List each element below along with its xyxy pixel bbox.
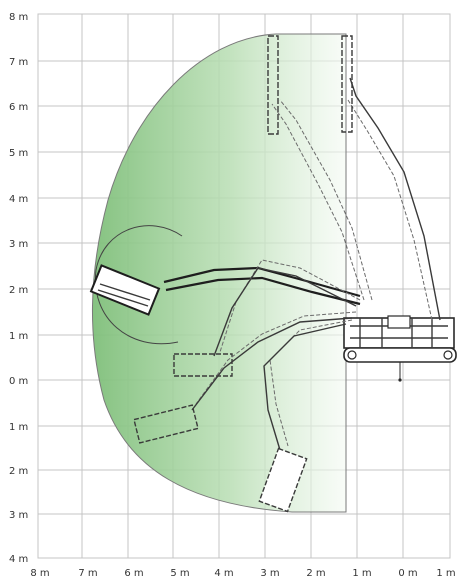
x-tick-label: 8 m bbox=[30, 568, 49, 579]
y-tick-label: 2 m bbox=[9, 466, 28, 477]
x-tick-label: 5 m bbox=[170, 568, 189, 579]
attachment-top-right bbox=[341, 35, 353, 133]
machine-track bbox=[343, 347, 457, 363]
y-tick-label: 4 m bbox=[9, 554, 28, 565]
y-tick-label: 7 m bbox=[9, 57, 28, 68]
y-tick-label: 4 m bbox=[9, 194, 28, 205]
x-tick-label: 3 m bbox=[260, 568, 279, 579]
y-tick-label: 8 m bbox=[9, 12, 28, 23]
x-tick-label: 4 m bbox=[214, 568, 233, 579]
x-tick-label: 1 m bbox=[352, 568, 371, 579]
x-axis: 8 m 7 m 6 m 5 m 4 m 3 m 2 m 1 m 0 m 1 m bbox=[30, 568, 455, 579]
attachment-low bbox=[258, 447, 308, 513]
y-tick-label: 3 m bbox=[9, 510, 28, 521]
y-tick-label: 2 m bbox=[9, 285, 28, 296]
x-tick-label: 1 m bbox=[436, 568, 455, 579]
y-tick-label: 3 m bbox=[9, 239, 28, 250]
y-tick-label: 0 m bbox=[9, 376, 28, 387]
attachment-mid-1 bbox=[173, 353, 233, 377]
y-tick-label: 1 m bbox=[9, 331, 28, 342]
y-tick-label: 6 m bbox=[9, 102, 28, 113]
attachment-far-reach bbox=[89, 264, 161, 316]
x-tick-label: 6 m bbox=[124, 568, 143, 579]
y-tick-label: 5 m bbox=[9, 148, 28, 159]
attachment-top-left bbox=[267, 35, 279, 135]
y-axis: 8 m 7 m 6 m 5 m 4 m 3 m 2 m 1 m 0 m 1 m … bbox=[9, 12, 28, 565]
attachment-mid-2 bbox=[133, 404, 199, 444]
x-tick-label: 2 m bbox=[306, 568, 325, 579]
x-tick-label: 7 m bbox=[78, 568, 97, 579]
x-tick-label: 0 m bbox=[398, 568, 417, 579]
boom-positions bbox=[89, 35, 441, 513]
swing-arc bbox=[94, 225, 183, 345]
y-tick-label: 1 m bbox=[9, 422, 28, 433]
reach-zone bbox=[91, 33, 347, 513]
machine-body bbox=[343, 315, 457, 382]
plot-frame bbox=[37, 13, 451, 559]
